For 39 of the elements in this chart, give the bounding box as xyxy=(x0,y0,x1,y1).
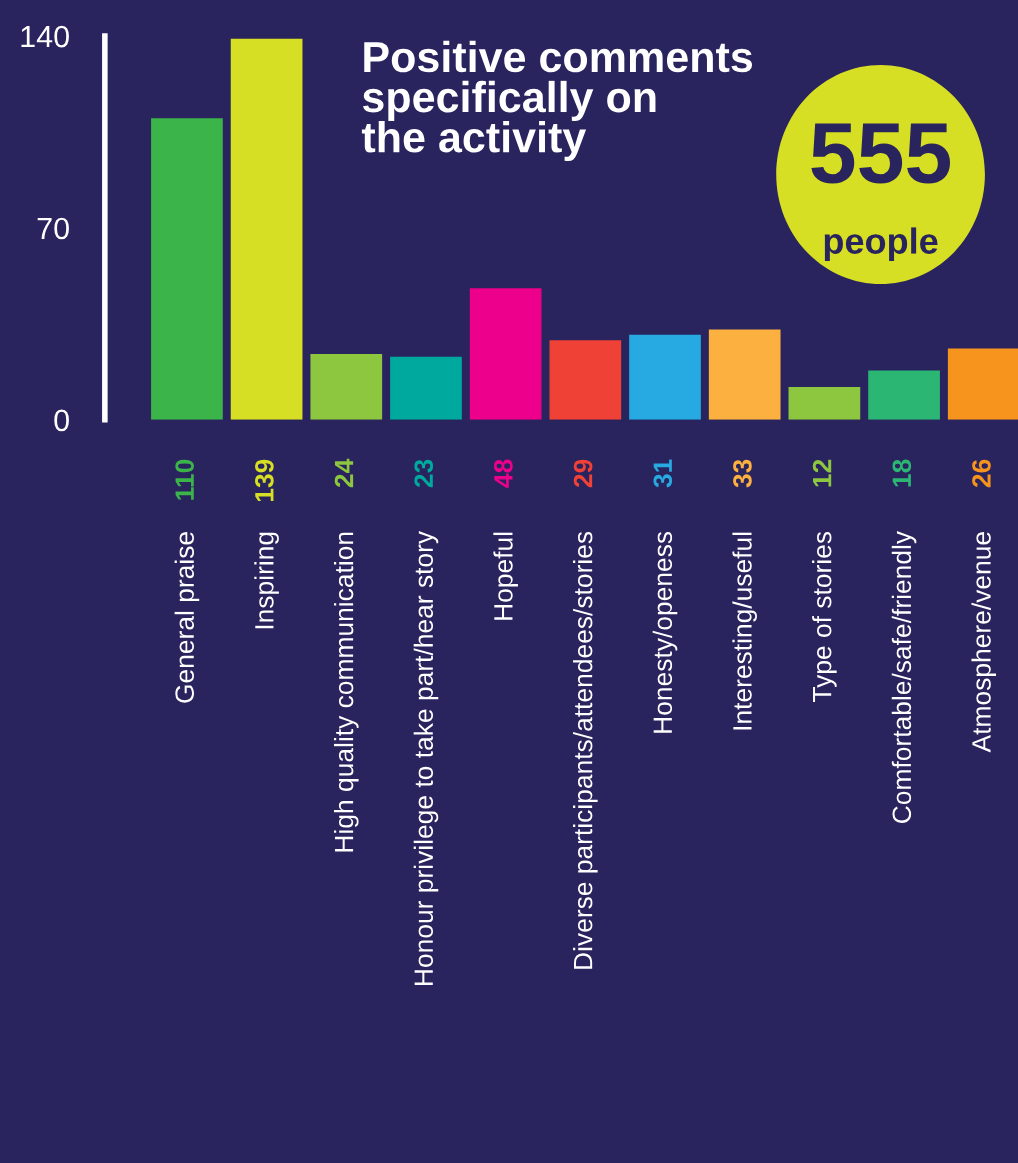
y-tick-label: 0 xyxy=(54,409,69,432)
bar xyxy=(708,329,781,420)
x-tick-label: Inspiring xyxy=(254,532,279,629)
x-tick-label: Honour privilege to take part/hear story xyxy=(413,530,439,985)
bar xyxy=(549,340,622,420)
bar xyxy=(868,370,940,420)
bar xyxy=(788,386,861,420)
x-tick-label: Honesty/openess xyxy=(652,531,678,733)
x-tick-label: Diverse participants/attendees/stories xyxy=(573,531,598,969)
bar xyxy=(390,356,462,420)
data-label: 29 xyxy=(573,459,593,488)
data-label: 139 xyxy=(255,459,274,502)
bar xyxy=(151,118,223,420)
bar xyxy=(947,348,1018,420)
data-label: 12 xyxy=(812,459,832,487)
y-tick-label: 140 xyxy=(21,25,69,48)
x-tick-label: Atmosphere/venue xyxy=(971,532,997,753)
bar xyxy=(310,354,383,420)
x-tick-label: Comfortable/safe/friendly xyxy=(891,530,917,823)
text: Positive comments specifically on the activity xyxy=(361,40,753,162)
x-tick-label: Interesting/useful xyxy=(732,532,757,730)
x-tick-label: High quality communication xyxy=(333,532,359,852)
x-tick-label: General praise xyxy=(174,532,200,703)
data-label: 26 xyxy=(972,459,991,488)
annotation: 555 xyxy=(811,123,951,184)
data-label: 18 xyxy=(892,459,912,487)
data-label: 110 xyxy=(175,459,195,500)
bar xyxy=(469,288,542,420)
x-tick-label: Hopeful xyxy=(493,532,518,620)
data-label: 31 xyxy=(653,459,673,488)
annotation: people xyxy=(824,227,938,262)
data-label: 48 xyxy=(494,459,513,488)
x-tick-label: Type of stories xyxy=(812,531,837,702)
data-label: 24 xyxy=(334,458,354,488)
bar xyxy=(629,334,701,420)
data-label: 23 xyxy=(414,459,434,488)
y-tick-label: 70 xyxy=(37,217,69,240)
bar xyxy=(230,38,303,420)
data-label: 33 xyxy=(733,459,752,488)
